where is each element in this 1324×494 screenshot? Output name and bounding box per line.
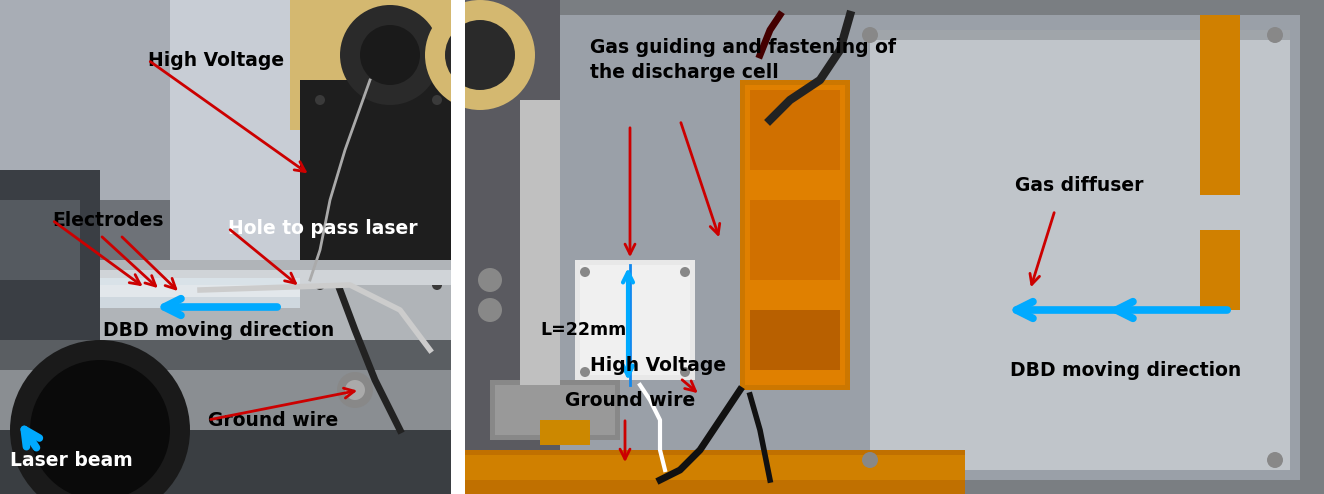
Bar xyxy=(540,420,591,445)
Circle shape xyxy=(681,367,690,377)
Circle shape xyxy=(1267,27,1283,43)
Circle shape xyxy=(432,95,442,105)
Text: L=22mm: L=22mm xyxy=(540,321,626,339)
Circle shape xyxy=(862,452,878,468)
Bar xyxy=(451,0,465,494)
Bar xyxy=(0,170,101,340)
Text: Ground wire: Ground wire xyxy=(565,390,695,410)
Circle shape xyxy=(445,20,515,90)
Text: Hole to pass laser: Hole to pass laser xyxy=(228,218,417,238)
Bar xyxy=(495,385,616,435)
Bar xyxy=(0,0,451,494)
Circle shape xyxy=(315,95,324,105)
Polygon shape xyxy=(290,0,451,130)
Bar xyxy=(749,90,839,170)
Text: Gas guiding and fastening of
the discharge cell: Gas guiding and fastening of the dischar… xyxy=(591,38,896,82)
Text: DBD moving direction: DBD moving direction xyxy=(103,321,334,339)
Text: Ground wire: Ground wire xyxy=(208,411,338,429)
Bar xyxy=(301,80,451,300)
Bar xyxy=(0,430,451,494)
Bar xyxy=(575,260,695,380)
Bar xyxy=(0,0,451,200)
Circle shape xyxy=(681,267,690,277)
Bar xyxy=(520,100,560,400)
Circle shape xyxy=(425,0,535,110)
Circle shape xyxy=(338,372,373,408)
Circle shape xyxy=(360,25,420,85)
Bar xyxy=(101,278,301,308)
Circle shape xyxy=(580,267,591,277)
Bar xyxy=(101,285,301,297)
Bar xyxy=(870,30,1290,40)
Circle shape xyxy=(30,360,169,494)
Text: High Voltage: High Voltage xyxy=(148,50,285,70)
Text: Gas diffuser: Gas diffuser xyxy=(1016,175,1144,195)
Text: Laser beam: Laser beam xyxy=(11,451,132,469)
Bar xyxy=(0,260,451,340)
Circle shape xyxy=(580,367,591,377)
Bar xyxy=(465,0,1324,494)
Text: High Voltage: High Voltage xyxy=(591,356,726,374)
Bar xyxy=(0,370,451,430)
Bar xyxy=(749,310,839,370)
Bar xyxy=(740,80,850,390)
Bar xyxy=(749,200,839,280)
Circle shape xyxy=(1267,452,1283,468)
Bar xyxy=(1200,15,1241,195)
Bar xyxy=(870,30,1290,470)
Bar xyxy=(560,15,1300,480)
Circle shape xyxy=(315,280,324,290)
Bar xyxy=(169,0,451,280)
Bar xyxy=(0,270,451,285)
Bar xyxy=(465,450,965,494)
Text: DBD moving direction: DBD moving direction xyxy=(1010,361,1242,379)
Circle shape xyxy=(432,280,442,290)
Circle shape xyxy=(478,298,502,322)
Bar xyxy=(490,380,620,440)
Bar xyxy=(465,455,965,480)
Circle shape xyxy=(340,5,440,105)
Text: Electrodes: Electrodes xyxy=(52,210,163,230)
Bar xyxy=(745,85,845,385)
Bar xyxy=(465,0,560,494)
Circle shape xyxy=(11,340,191,494)
Circle shape xyxy=(478,268,502,292)
Circle shape xyxy=(346,380,365,400)
Bar xyxy=(0,200,79,280)
Bar xyxy=(0,340,451,494)
Bar xyxy=(1200,230,1241,310)
Bar xyxy=(580,265,690,375)
Circle shape xyxy=(862,27,878,43)
